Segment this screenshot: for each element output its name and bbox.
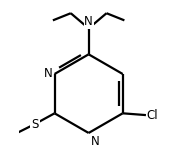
Text: N: N — [91, 135, 100, 148]
Text: N: N — [84, 15, 93, 28]
Text: Cl: Cl — [147, 109, 158, 122]
Text: S: S — [31, 117, 39, 131]
Text: N: N — [44, 67, 53, 80]
